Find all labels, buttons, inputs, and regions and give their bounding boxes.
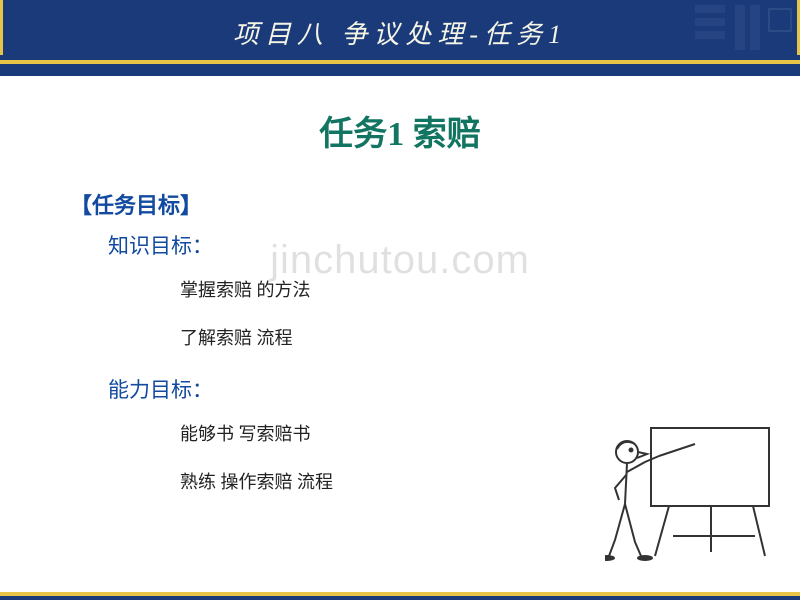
footer-accent	[0, 592, 800, 600]
slide-header: 项目八 争议处理-任务1	[0, 0, 800, 78]
knowledge-bullet-1: 掌握索赔 的方法	[180, 276, 333, 302]
teacher-blackboard-illustration	[605, 422, 775, 562]
knowledge-goal-label: 知识目标：	[108, 230, 333, 260]
ability-bullet-2: 熟练 操作索赔 流程	[180, 468, 333, 494]
header-title: 项目八 争议处理-任务1	[0, 14, 800, 51]
slide-body: 任务1 索赔 【任务目标】 知识目标： 掌握索赔 的方法 了解索赔 流程 能力目…	[0, 78, 800, 592]
section-objectives-bracket: 【任务目标】	[70, 188, 333, 220]
ability-bullet-1: 能够书 写索赔书	[180, 420, 333, 446]
knowledge-bullet-2: 了解索赔 流程	[180, 324, 333, 350]
header-accent-blue	[0, 64, 800, 76]
ability-goal-label: 能力目标：	[108, 374, 333, 404]
task-title: 任务1 索赔	[0, 106, 800, 155]
